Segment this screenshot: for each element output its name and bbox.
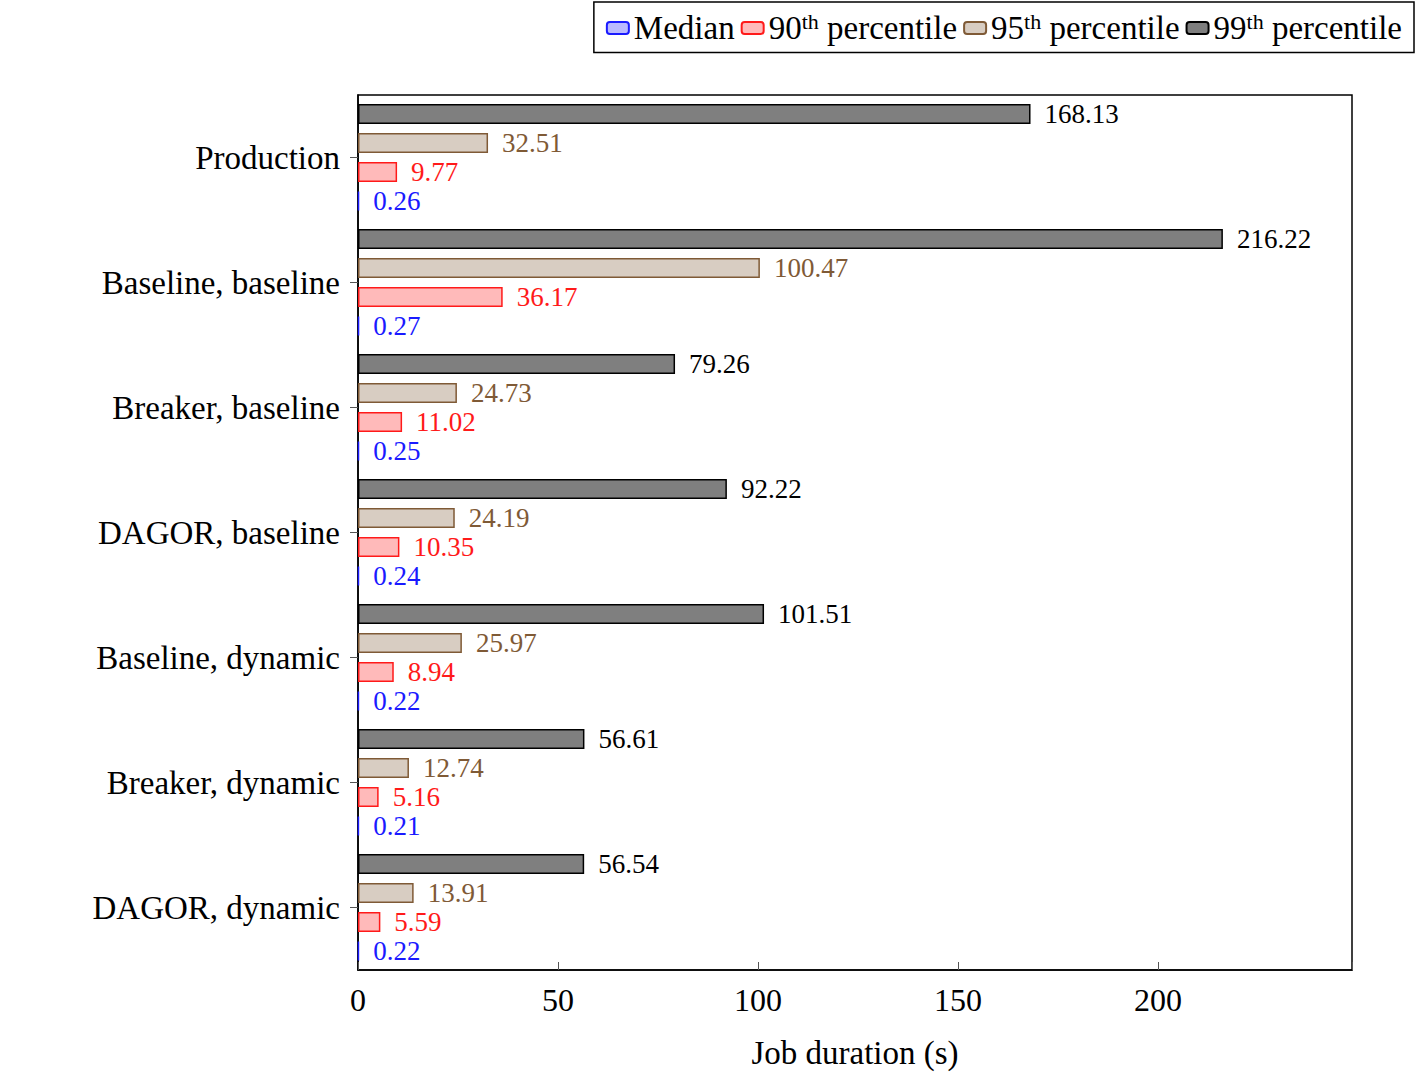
- svg-text:100: 100: [734, 982, 782, 1018]
- svg-text:95: 95: [991, 10, 1024, 46]
- svg-text:92.22: 92.22: [741, 474, 802, 504]
- svg-text:th: th: [802, 9, 819, 34]
- svg-text:DAGOR, baseline: DAGOR, baseline: [98, 515, 340, 551]
- svg-text:0: 0: [350, 982, 366, 1018]
- svg-text:216.22: 216.22: [1237, 224, 1311, 254]
- svg-text:0.24: 0.24: [373, 561, 421, 591]
- svg-text:32.51: 32.51: [502, 128, 563, 158]
- svg-text:25.97: 25.97: [476, 628, 537, 658]
- svg-text:0.25: 0.25: [373, 436, 420, 466]
- svg-text:Breaker, baseline: Breaker, baseline: [112, 390, 340, 426]
- svg-text:56.54: 56.54: [598, 849, 659, 879]
- svg-text:th: th: [1247, 9, 1264, 34]
- svg-text:0.22: 0.22: [373, 686, 420, 716]
- svg-text:200: 200: [1134, 982, 1182, 1018]
- svg-text:50: 50: [542, 982, 574, 1018]
- svg-text:90: 90: [769, 10, 802, 46]
- svg-text:0.22: 0.22: [373, 936, 420, 966]
- svg-text:percentile: percentile: [1264, 10, 1402, 46]
- svg-text:56.61: 56.61: [598, 724, 659, 754]
- svg-text:24.19: 24.19: [469, 503, 530, 533]
- svg-text:36.17: 36.17: [517, 282, 578, 312]
- svg-text:0.27: 0.27: [373, 311, 420, 341]
- svg-text:Median: Median: [634, 10, 735, 46]
- svg-text:8.94: 8.94: [408, 657, 456, 687]
- svg-text:24.73: 24.73: [471, 378, 532, 408]
- svg-text:9.77: 9.77: [411, 157, 458, 187]
- svg-text:Baseline, dynamic: Baseline, dynamic: [96, 640, 340, 676]
- svg-text:101.51: 101.51: [778, 599, 852, 629]
- svg-text:Baseline, baseline: Baseline, baseline: [102, 265, 340, 301]
- svg-text:79.26: 79.26: [689, 349, 750, 379]
- svg-text:12.74: 12.74: [423, 753, 484, 783]
- svg-text:150: 150: [934, 982, 982, 1018]
- svg-text:0.21: 0.21: [373, 811, 420, 841]
- svg-text:0.26: 0.26: [373, 186, 420, 216]
- svg-text:11.02: 11.02: [416, 407, 476, 437]
- svg-text:Production: Production: [195, 140, 340, 176]
- svg-text:168.13: 168.13: [1045, 99, 1119, 129]
- svg-text:5.59: 5.59: [394, 907, 441, 937]
- svg-text:DAGOR, dynamic: DAGOR, dynamic: [93, 890, 340, 926]
- svg-text:percentile: percentile: [1041, 10, 1179, 46]
- svg-text:percentile: percentile: [819, 10, 957, 46]
- svg-text:99: 99: [1214, 10, 1247, 46]
- svg-text:th: th: [1024, 9, 1041, 34]
- svg-text:5.16: 5.16: [393, 782, 440, 812]
- svg-text:13.91: 13.91: [428, 878, 489, 908]
- svg-text:Job duration (s): Job duration (s): [751, 1035, 958, 1072]
- svg-text:100.47: 100.47: [774, 253, 848, 283]
- svg-text:Breaker, dynamic: Breaker, dynamic: [107, 765, 340, 801]
- svg-text:10.35: 10.35: [413, 532, 474, 562]
